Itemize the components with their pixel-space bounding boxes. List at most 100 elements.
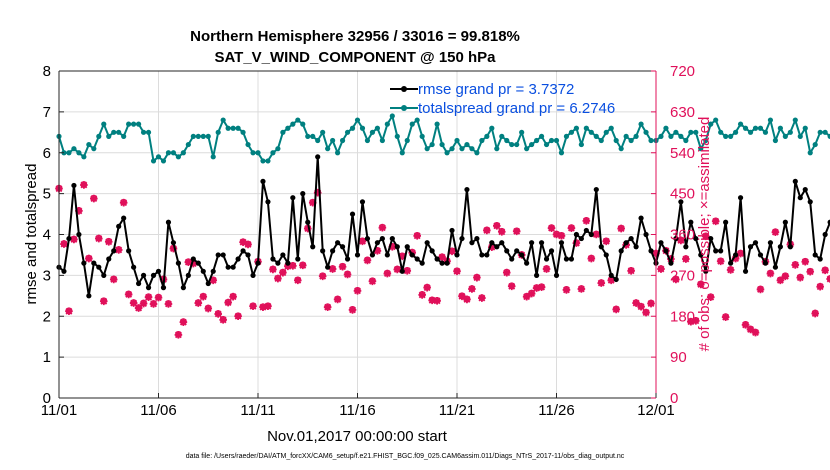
totalspread-point (96, 133, 102, 139)
rmse-point (464, 186, 470, 193)
obs-assimilated-point (537, 283, 546, 291)
rmse-point (538, 240, 545, 246)
rmse-point (126, 248, 132, 254)
obs-assimilated-point (627, 267, 635, 275)
rmse-point (718, 248, 724, 254)
x-tick-label: 11/21 (439, 402, 475, 419)
totalspread-point (723, 133, 729, 139)
totalspread-point (379, 137, 385, 144)
rmse-point (354, 252, 361, 258)
totalspread-point (767, 117, 774, 123)
chart-title-line1: Northern Hemisphere 32956 / 33016 = 99.8… (190, 28, 520, 45)
obs-assimilated-point (75, 207, 83, 215)
totalspread-point (195, 133, 201, 139)
rmse-point (583, 227, 589, 234)
totalspread-point (608, 125, 614, 131)
totalspread-point (633, 133, 639, 139)
rmse-point (185, 272, 191, 278)
y-right-tick-label: 720 (670, 63, 695, 80)
obs-assimilated-point (323, 303, 332, 311)
totalspread-point (519, 129, 525, 135)
rmse-point (310, 244, 316, 250)
totalspread-point (529, 141, 535, 148)
rmse-point (494, 244, 500, 250)
rmse-point (787, 244, 793, 250)
totalspread-point (613, 137, 619, 144)
totalspread-point (474, 150, 480, 156)
obs-assimilated-point (358, 237, 367, 246)
obs-assimilated-point (244, 240, 252, 249)
y-right-tick-label: 90 (670, 349, 687, 366)
totalspread-point (121, 133, 127, 139)
totalspread-point (509, 141, 515, 148)
rmse-point (767, 240, 774, 246)
obs-assimilated-point (264, 302, 272, 311)
rmse-point (817, 256, 823, 262)
totalspread-point (553, 137, 560, 144)
rmse-point (131, 264, 137, 270)
obs-assimilated-point (607, 276, 616, 285)
totalspread-point (489, 125, 495, 131)
rmse-point (369, 252, 376, 258)
totalspread-point (310, 133, 316, 139)
obs-assimilated-point (308, 198, 317, 207)
totalspread-point (683, 137, 689, 144)
obs-assimilated-point (493, 222, 501, 230)
totalspread-point (320, 129, 326, 135)
rmse-point (160, 285, 167, 291)
obs-assimilated-point (104, 237, 113, 246)
totalspread-point (628, 137, 634, 144)
rmse-point (61, 268, 67, 274)
rmse-point (91, 260, 97, 266)
rmse-point (747, 244, 754, 250)
obs-assimilated-point (363, 256, 372, 265)
rmse-point (335, 240, 341, 246)
obs-assimilated-point (582, 217, 591, 225)
totalspread-point (762, 129, 769, 135)
rmse-point (111, 248, 117, 254)
rmse-point (76, 231, 82, 238)
obs-assimilated-point (353, 287, 362, 295)
obs-assimilated-point (731, 254, 740, 263)
rmse-point (529, 240, 535, 246)
obs-assimilated-point (711, 217, 720, 226)
obs-assimilated-point (736, 249, 745, 258)
rmse-point (106, 256, 112, 262)
totalspread-point (344, 129, 351, 135)
y-right-tick-label: 630 (670, 104, 695, 121)
totalspread-point (534, 137, 540, 144)
rmse-point (777, 244, 783, 250)
obs-assimilated-point (139, 299, 148, 308)
totalspread-point (230, 125, 236, 131)
totalspread-point (235, 125, 241, 131)
totalspread-point (335, 150, 341, 156)
rmse-point (320, 248, 326, 254)
totalspread-point (807, 150, 813, 156)
obs-assimilated-point (771, 228, 780, 237)
y-left-tick-label: 3 (43, 267, 51, 284)
rmse-point (344, 256, 351, 262)
obs-assimilated-point (134, 304, 143, 312)
totalspread-point (300, 121, 306, 127)
totalspread-point (648, 137, 654, 144)
legend-rmse-label: rmse grand pr = 3.7372 (418, 81, 574, 98)
rmse-point (534, 272, 540, 278)
obs-assimilated-point (687, 317, 695, 326)
rmse-point (449, 227, 455, 234)
obs-assimilated-point (612, 305, 620, 314)
obs-assimilated-point (756, 285, 765, 294)
rmse-point (145, 285, 152, 291)
totalspread-point (802, 125, 808, 131)
totalspread-point (558, 150, 565, 156)
obs-assimilated-point (303, 224, 312, 233)
totalspread-point (150, 158, 157, 164)
totalspread-point (260, 158, 266, 164)
rmse-point (165, 219, 172, 225)
obs-assimilated-point (453, 267, 461, 276)
obs-assimilated-point (637, 302, 645, 311)
rmse-point (404, 244, 410, 250)
totalspread-point (330, 137, 336, 144)
totalspread-point (588, 129, 594, 135)
obs-assimilated-point (806, 267, 815, 276)
totalspread-point (285, 125, 291, 131)
